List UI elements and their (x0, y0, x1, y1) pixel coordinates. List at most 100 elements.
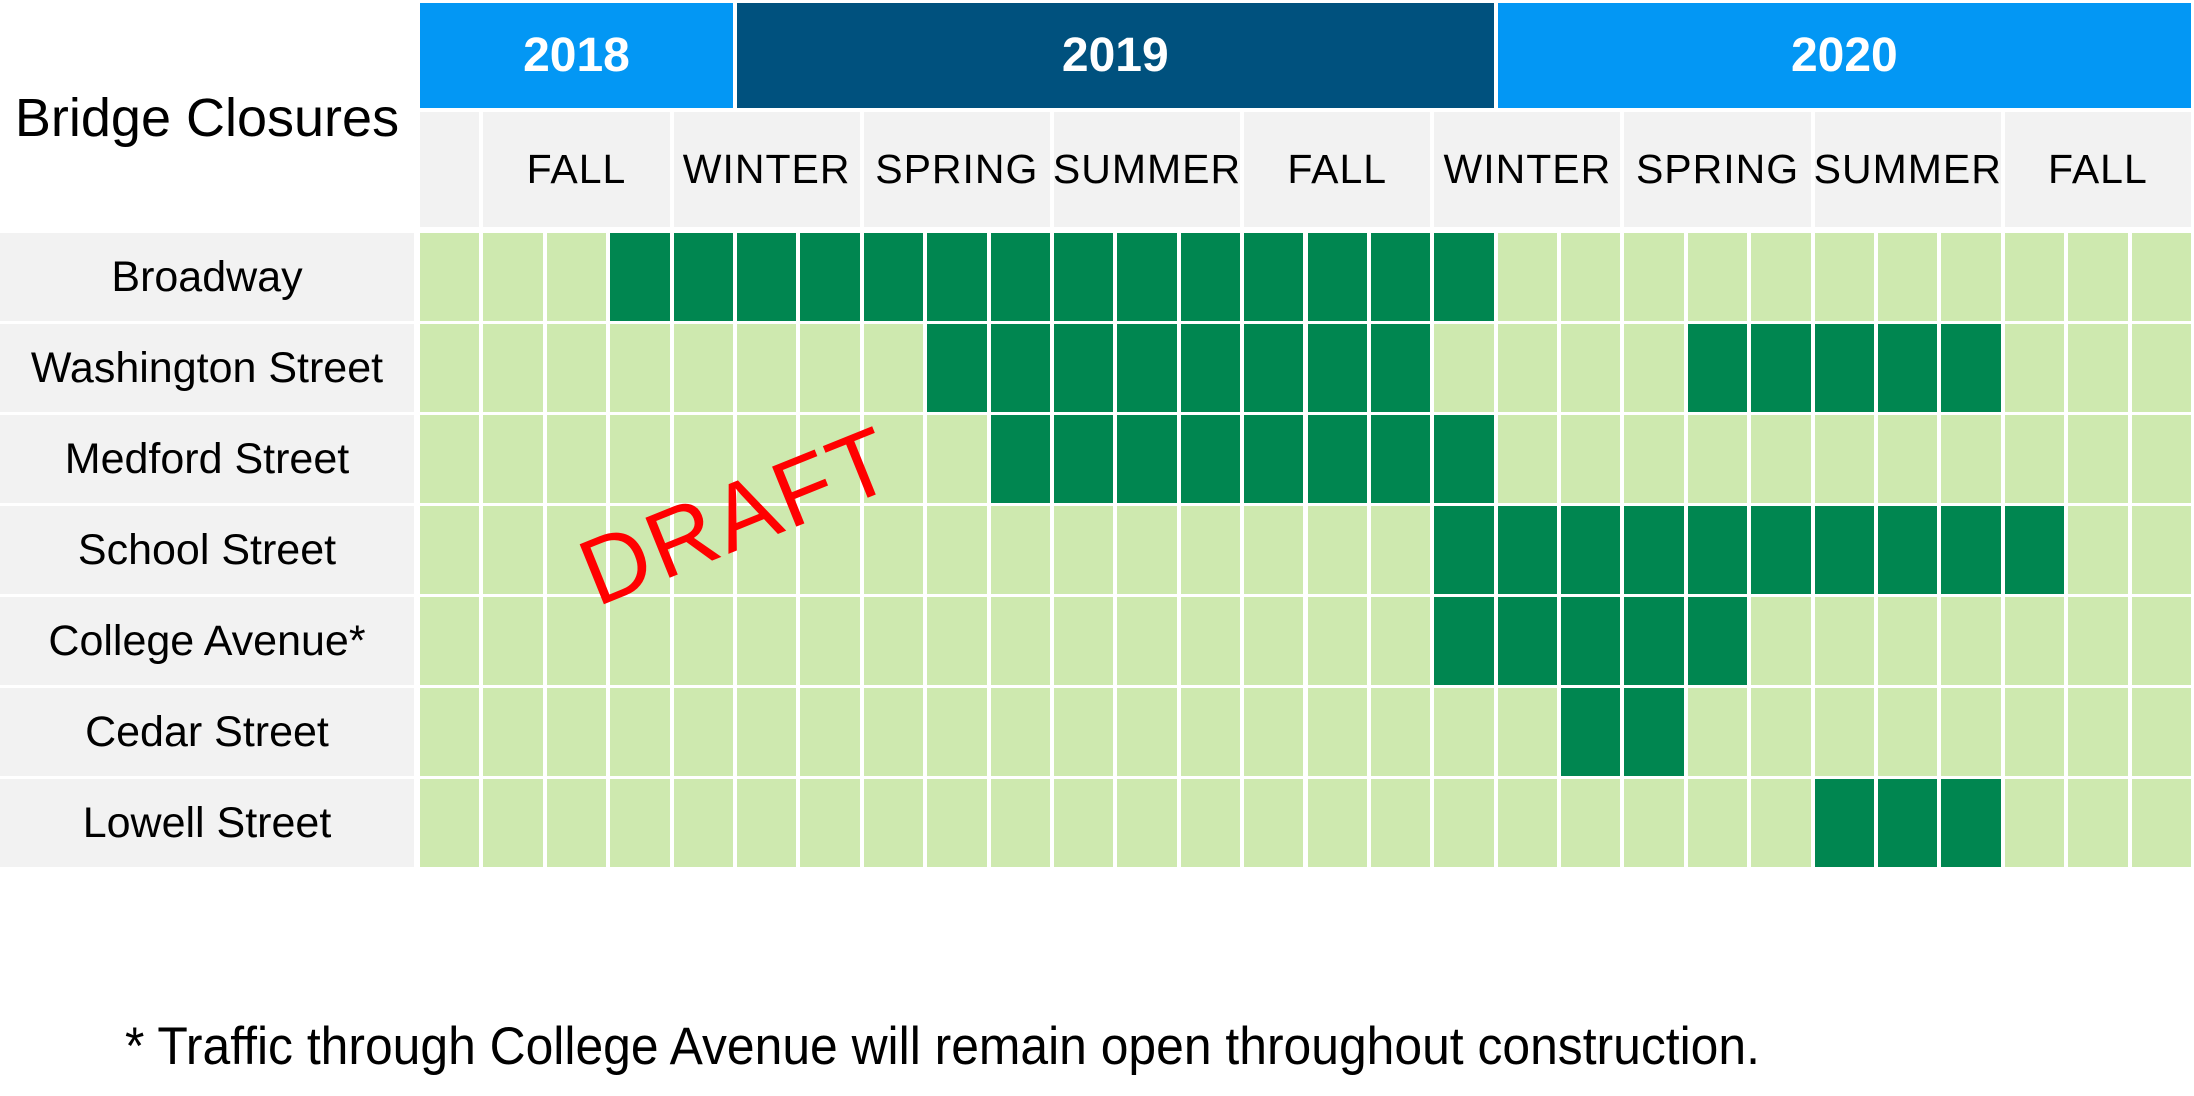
closure-cell (1497, 506, 1558, 594)
closure-cell (1053, 324, 1114, 412)
open-cell (2068, 324, 2128, 412)
open-cell (800, 506, 860, 594)
closure-cell (927, 233, 987, 321)
open-cell (736, 324, 797, 412)
open-cell (1180, 506, 1241, 594)
open-cell (2068, 688, 2128, 776)
season-cell-summer-8: SUMMER (1814, 112, 2001, 227)
open-cell (1370, 688, 1431, 776)
open-cell (1751, 233, 1811, 321)
closure-cell (1497, 597, 1558, 685)
open-cell (990, 688, 1050, 776)
closure-cell (2004, 506, 2065, 594)
closure-cell (1434, 415, 1494, 503)
closure-cell (1117, 415, 1177, 503)
year-label: 2020 (1790, 29, 1898, 82)
closure-cell (736, 233, 797, 321)
open-cell (1941, 688, 2001, 776)
row-label: Washington Street (0, 324, 414, 412)
open-cell (420, 597, 480, 685)
open-cell (927, 688, 987, 776)
closure-cell (1307, 415, 1367, 503)
season-label: WINTER (682, 146, 851, 192)
open-cell (483, 415, 543, 503)
open-cell (546, 506, 607, 594)
closure-cell (1434, 506, 1494, 594)
open-cell (483, 324, 543, 412)
open-cell (736, 506, 797, 594)
open-cell (673, 688, 733, 776)
closure-cell (1244, 415, 1304, 503)
open-cell (1307, 506, 1367, 594)
open-cell (2131, 324, 2191, 412)
season-cell-fall-1: FALL (483, 112, 670, 227)
open-cell (1687, 688, 1748, 776)
open-cell (2068, 506, 2128, 594)
season-label: WINTER (1443, 146, 1612, 192)
open-cell (546, 324, 607, 412)
open-cell (2068, 779, 2128, 867)
open-cell (483, 597, 543, 685)
open-cell (610, 324, 670, 412)
open-cell (2004, 597, 2065, 685)
open-cell (610, 415, 670, 503)
open-cell (800, 597, 860, 685)
open-cell (1687, 415, 1748, 503)
closure-cell (610, 233, 670, 321)
closure-cell (863, 233, 924, 321)
closure-cell (1941, 506, 2001, 594)
season-cell-spring-7: SPRING (1624, 112, 1811, 227)
open-cell (420, 779, 480, 867)
bridge-name: School Street (77, 525, 337, 574)
open-cell (483, 779, 543, 867)
open-cell (1814, 233, 1875, 321)
open-cell (1497, 233, 1558, 321)
open-cell (1624, 779, 1684, 867)
closure-cell (1814, 779, 1875, 867)
open-cell (863, 597, 924, 685)
closure-cell (1624, 597, 1684, 685)
open-cell (1117, 506, 1177, 594)
open-cell (1117, 597, 1177, 685)
row-label: College Avenue* (0, 597, 414, 685)
open-cell (1053, 506, 1114, 594)
open-cell (990, 506, 1050, 594)
open-cell (1624, 324, 1684, 412)
open-cell (1751, 597, 1811, 685)
open-cell (736, 597, 797, 685)
bridge-name: Lowell Street (82, 798, 332, 847)
open-cell (1561, 233, 1621, 321)
open-cell (2131, 415, 2191, 503)
open-cell (1878, 597, 1938, 685)
open-cell (2131, 597, 2191, 685)
open-cell (483, 233, 543, 321)
open-cell (1053, 688, 1114, 776)
closure-cell (1370, 415, 1431, 503)
open-cell (863, 506, 924, 594)
row-label: Medford Street (0, 415, 414, 503)
open-cell (673, 506, 733, 594)
open-cell (736, 688, 797, 776)
season-cell-winter-6: WINTER (1434, 112, 1621, 227)
row-label: Cedar Street (0, 688, 414, 776)
open-cell (546, 415, 607, 503)
open-cell (420, 415, 480, 503)
season-label: FALL (1287, 146, 1388, 192)
closure-cell (1814, 506, 1875, 594)
open-cell (800, 415, 860, 503)
open-cell (2004, 688, 2065, 776)
open-cell (610, 779, 670, 867)
open-cell (1307, 597, 1367, 685)
row-label: Lowell Street (0, 779, 414, 867)
open-cell (610, 597, 670, 685)
open-cell (2131, 506, 2191, 594)
open-cell (990, 779, 1050, 867)
open-cell (1878, 233, 1938, 321)
closure-cell (1434, 233, 1494, 321)
closure-cell (1244, 233, 1304, 321)
bridge-name: Cedar Street (85, 707, 329, 756)
open-cell (1624, 233, 1684, 321)
closure-cell (1244, 324, 1304, 412)
closure-cell (927, 324, 987, 412)
open-cell (483, 688, 543, 776)
